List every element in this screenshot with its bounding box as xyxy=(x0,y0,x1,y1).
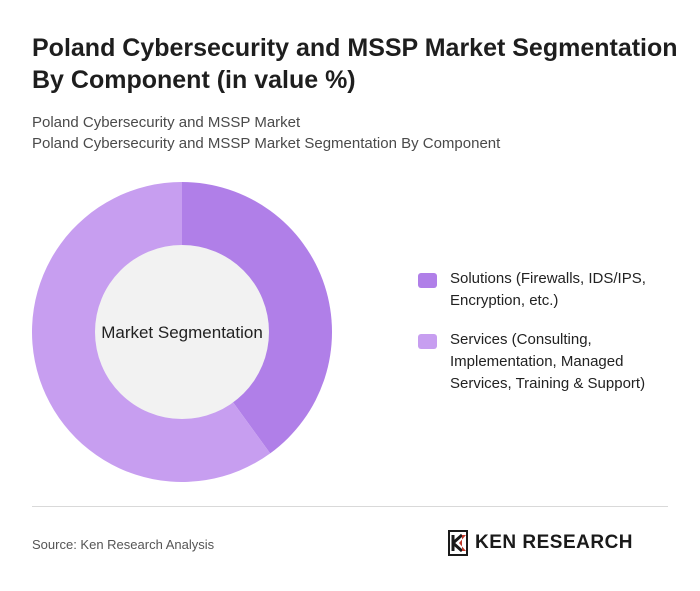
legend-swatch-services xyxy=(418,334,437,349)
footer-divider xyxy=(32,506,668,507)
donut-chart: Market Segmentation xyxy=(31,182,332,483)
ken-research-logo: KEN RESEARCH xyxy=(447,530,633,556)
ken-research-logo-icon xyxy=(448,530,468,556)
legend-item-solutions: Solutions (Firewalls, IDS/IPS, Encryptio… xyxy=(418,268,688,312)
legend-label-solutions: Solutions (Firewalls, IDS/IPS, Encryptio… xyxy=(450,270,646,309)
legend-item-services: Services (Consulting, Implementation, Ma… xyxy=(418,329,688,395)
subtitle-line-2: Poland Cybersecurity and MSSP Market Seg… xyxy=(32,135,501,152)
legend-label-services: Services (Consulting, Implementation, Ma… xyxy=(450,331,646,392)
subtitle-line-1: Poland Cybersecurity and MSSP Market xyxy=(32,114,301,131)
chart-subtitle: Poland Cybersecurity and MSSP Market Pol… xyxy=(32,112,672,154)
chart-title: Poland Cybersecurity and MSSP Market Seg… xyxy=(32,34,678,94)
donut-center-label: Market Segmentation xyxy=(101,323,263,342)
chart-legend: Solutions (Firewalls, IDS/IPS, Encryptio… xyxy=(418,268,688,412)
logo-wordmark: KEN RESEARCH xyxy=(475,532,634,553)
source-note: Source: Ken Research Analysis xyxy=(32,537,215,552)
donut-hole xyxy=(95,245,269,419)
legend-swatch-solutions xyxy=(418,273,437,288)
